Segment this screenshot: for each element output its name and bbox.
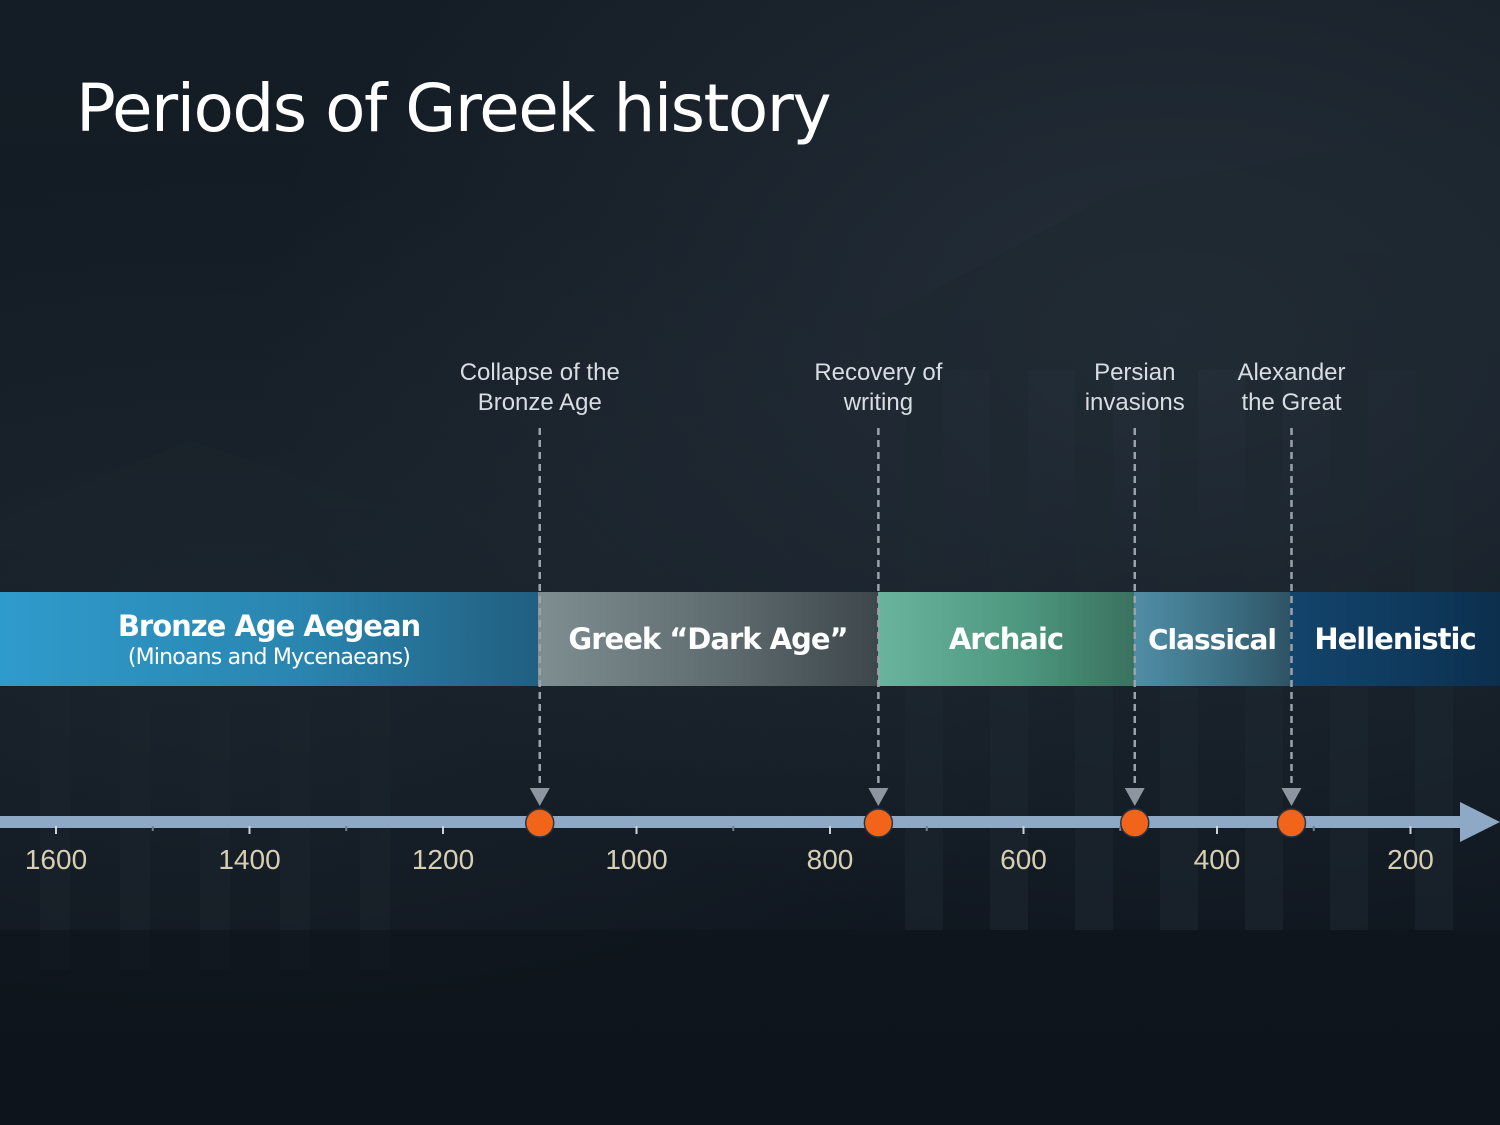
period-sublabel: (Minoans and Mycenaeans) [127, 644, 411, 670]
event-label-line: invasions [1084, 389, 1185, 416]
event-label-recovery-of-writing: Recovery of writing [814, 358, 942, 418]
period-archaic: Archaic [878, 592, 1134, 686]
axis-tick-label: 400 [1193, 844, 1241, 875]
event-arrow [529, 788, 550, 806]
axis-tick-label: 600 [1000, 844, 1047, 875]
axis-tick-label: 1000 [605, 844, 668, 875]
event-arrow [1124, 788, 1145, 806]
axis-tick-label: 200 [1387, 844, 1434, 875]
event-label-line: writing [843, 389, 914, 416]
period-label: Classical [1147, 622, 1277, 656]
event-arrow [1281, 788, 1302, 806]
event-label-line: Alexander [1237, 359, 1346, 386]
event-label-persian-invasions: Persian invasions [1085, 358, 1185, 418]
axis-tick-label: 1200 [411, 844, 475, 875]
period-label: Bronze Age Aegean [117, 608, 421, 643]
event-label-line: the Great [1241, 389, 1342, 416]
period-label: Archaic [948, 622, 1064, 656]
axis-tick-label: 1600 [24, 844, 88, 875]
event-marker [525, 808, 555, 838]
axis-tick-label: 800 [806, 844, 854, 875]
event-arrow [868, 788, 889, 806]
period-classical: Classical [1134, 592, 1290, 686]
axis-tick-label: 1400 [218, 844, 281, 875]
event-marker [863, 808, 894, 838]
axis-line [0, 816, 1460, 828]
event-marker [1120, 808, 1150, 838]
event-marker [1276, 808, 1307, 838]
period-greek-dark-age: Greek “Dark Age” [538, 592, 878, 686]
event-label-alexander-the-great: Alexander the Great [1237, 358, 1345, 418]
period-bronze-age-aegean: Bronze Age Aegean (Minoans and Mycenaean… [0, 592, 538, 686]
event-label-line: Bronze Age [477, 389, 602, 416]
event-label-line: Persian [1094, 359, 1176, 386]
period-label: Greek “Dark Age” [568, 622, 848, 656]
period-hellenistic: Hellenistic [1290, 592, 1500, 686]
axis-arrowhead [1460, 802, 1500, 842]
page-title: Periods of Greek history [76, 70, 832, 147]
event-label-collapse-of-bronze-age: Collapse of the Bronze Age [460, 358, 620, 418]
event-label-line: Recovery of [814, 359, 943, 386]
event-label-line: Collapse of the [459, 359, 620, 386]
period-label: Hellenistic [1314, 622, 1476, 656]
